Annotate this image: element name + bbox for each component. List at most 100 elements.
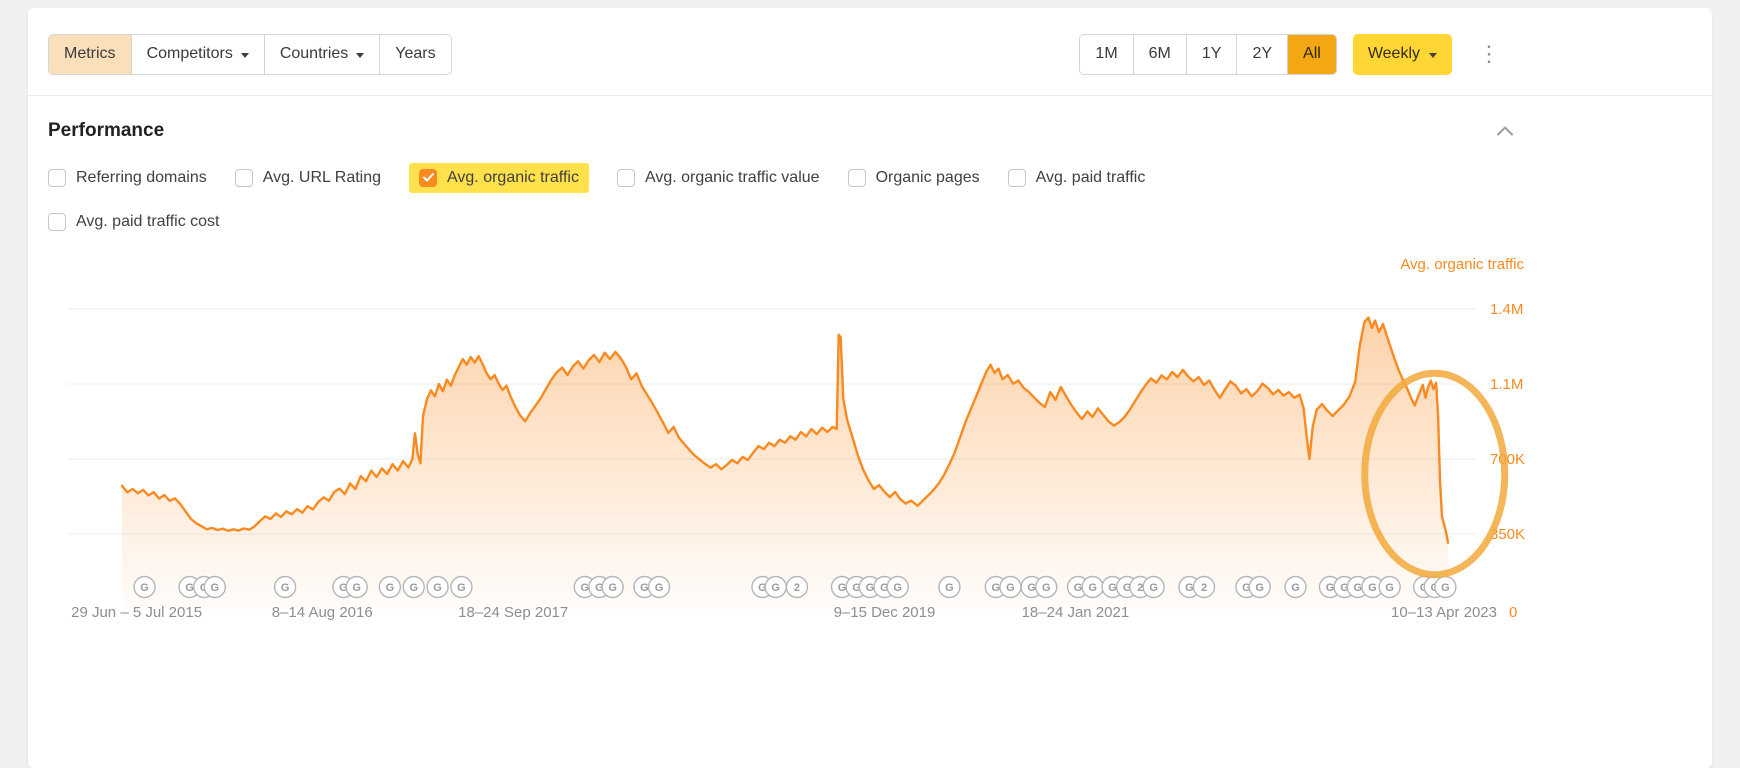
google-update-badge[interactable] — [203, 575, 227, 598]
traffic-line — [120, 316, 1450, 544]
range-6m-button[interactable]: 6M — [1133, 35, 1187, 74]
toolbar-left: Metrics Competitors Countries Years — [48, 34, 452, 75]
google-update-badge-label: G — [1385, 582, 1394, 594]
google-update-badge[interactable] — [273, 575, 297, 598]
kebab-menu-icon[interactable]: ⋮ — [1474, 41, 1504, 67]
google-update-badge[interactable] — [1284, 575, 1307, 598]
competitors-dropdown[interactable]: Competitors — [131, 35, 265, 74]
metric-checkbox-item[interactable]: Avg. paid traffic cost — [48, 207, 219, 237]
google-update-badge-label: G — [1255, 582, 1264, 594]
google-update-badge-label: 2 — [1137, 582, 1143, 594]
metric-label: Avg. organic traffic value — [644, 168, 820, 186]
google-update-badge[interactable] — [647, 575, 671, 598]
checkbox-unchecked-icon[interactable] — [1007, 168, 1026, 187]
google-update-badge[interactable] — [601, 575, 624, 598]
metric-checkbox-item[interactable]: Referring domains — [48, 163, 207, 193]
google-update-badge[interactable] — [938, 575, 961, 598]
metric-checkbox-panel: Referring domains Avg. URL Rating Avg. org… — [28, 162, 1712, 237]
granularity-dropdown[interactable]: Weekly — [1352, 34, 1452, 75]
google-update-badge-label: G — [1006, 582, 1015, 594]
range-2y-label: 2Y — [1252, 45, 1273, 62]
checkbox-unchecked-icon[interactable] — [48, 168, 66, 187]
google-update-badge-label: G — [640, 582, 649, 594]
metric-label: Avg. organic traffic — [447, 168, 579, 186]
google-update-badge-label: G — [457, 582, 466, 594]
metric-label: Avg. URL Rating — [262, 168, 382, 186]
google-update-badge-label: G — [339, 582, 348, 594]
google-update-badge-label: G — [386, 582, 395, 594]
google-update-badge-label: G — [893, 582, 902, 594]
google-update-badge[interactable] — [378, 575, 402, 598]
google-update-badge-label: G — [1354, 582, 1363, 594]
y-tick-label: 350K — [1490, 526, 1525, 543]
checkbox-unchecked-icon[interactable] — [48, 212, 66, 231]
metric-checkbox-item[interactable]: Avg. organic traffic value — [616, 163, 820, 193]
google-update-badge-label: G — [1123, 582, 1132, 594]
metric-label: Avg. paid traffic — [1035, 168, 1146, 186]
checkbox-unchecked-icon[interactable] — [616, 168, 635, 187]
chevron-down-icon — [240, 52, 249, 58]
view-switcher: Metrics Competitors Countries Years — [48, 34, 452, 75]
range-2y-button[interactable]: 2Y — [1237, 35, 1289, 74]
google-update-badge-label: G — [866, 582, 875, 594]
metrics-tab[interactable]: Metrics — [49, 35, 132, 74]
performance-section-header: Performance — [28, 96, 1712, 143]
metric-checkbox-item[interactable]: Avg. organic traffic — [409, 162, 589, 193]
x-axis-label: 10–13 Apr 2023 — [1391, 604, 1497, 621]
google-update-badge-label: G — [771, 582, 780, 594]
range-1y-button[interactable]: 1Y — [1186, 35, 1238, 74]
google-update-badge-label: G — [211, 582, 220, 594]
metric-label: Organic pages — [875, 168, 980, 186]
google-update-badge[interactable] — [1248, 575, 1271, 598]
years-tab[interactable]: Years — [380, 35, 451, 74]
google-update-badge[interactable] — [1035, 575, 1058, 598]
x-axis-label: 9–15 Dec 2019 — [834, 604, 936, 621]
chevron-down-icon — [356, 52, 365, 58]
google-update-badge[interactable] — [426, 575, 449, 598]
google-update-badge[interactable] — [1378, 575, 1401, 598]
metric-checkbox-item[interactable]: Avg. paid traffic — [1007, 163, 1146, 193]
google-update-badge[interactable] — [450, 575, 473, 598]
y-tick-label: 1.1M — [1490, 376, 1523, 393]
metrics-tab-label: Metrics — [64, 45, 116, 62]
range-1m-button[interactable]: 1M — [1080, 35, 1134, 74]
page-title: Performance — [48, 120, 165, 142]
range-6m-label: 6M — [1148, 45, 1171, 62]
google-update-badge[interactable] — [1142, 575, 1165, 598]
google-update-badge-label: G — [580, 582, 589, 594]
google-update-badge[interactable] — [402, 575, 425, 598]
checkbox-unchecked-icon[interactable] — [234, 168, 253, 187]
google-update-badge-label: G — [1088, 582, 1097, 594]
google-update-badge-label: G — [1027, 582, 1036, 594]
metric-checkbox-item[interactable]: Avg. URL Rating — [234, 163, 382, 193]
metric-row-1: Referring domains Avg. URL Rating Avg. org… — [48, 162, 1692, 193]
granularity-label: Weekly — [1367, 45, 1420, 62]
checkbox-checked-icon[interactable] — [419, 168, 438, 187]
x-axis-label: 8–14 Aug 2016 — [272, 604, 373, 621]
google-update-badge[interactable] — [1192, 575, 1216, 598]
countries-dropdown[interactable]: Countries — [264, 35, 381, 74]
range-all-button[interactable]: All — [1288, 35, 1336, 74]
traffic-area-fill — [122, 317, 1448, 609]
date-range-switcher: 1M 6M 1Y 2Y All — [1079, 34, 1337, 75]
google-update-badge-label: G — [608, 582, 617, 594]
x-axis-label: 29 Jun – 5 Jul 2015 — [71, 604, 202, 621]
google-update-badge[interactable] — [785, 575, 809, 598]
years-label: Years — [395, 45, 436, 62]
google-update-badge-label: G — [1074, 582, 1083, 594]
google-update-badge-label: G — [655, 582, 664, 594]
collapse-section-button[interactable] — [1493, 120, 1517, 143]
google-update-badge[interactable] — [133, 575, 156, 598]
chart-series-title: Avg. organic traffic — [1400, 256, 1524, 273]
google-update-badge-label: G — [880, 582, 889, 594]
y-tick-zero-label: 0 — [1509, 604, 1517, 621]
x-axis-label: 18–24 Jan 2021 — [1022, 604, 1130, 621]
google-update-badge-label: G — [1340, 582, 1349, 594]
metric-checkbox-item[interactable]: Organic pages — [847, 163, 980, 193]
metric-row-2: Avg. paid traffic cost — [48, 207, 1692, 237]
google-update-badge[interactable] — [886, 575, 909, 598]
google-update-badge-label: G — [1291, 582, 1300, 594]
google-update-badge[interactable] — [345, 575, 368, 598]
checkbox-unchecked-icon[interactable] — [847, 168, 866, 187]
